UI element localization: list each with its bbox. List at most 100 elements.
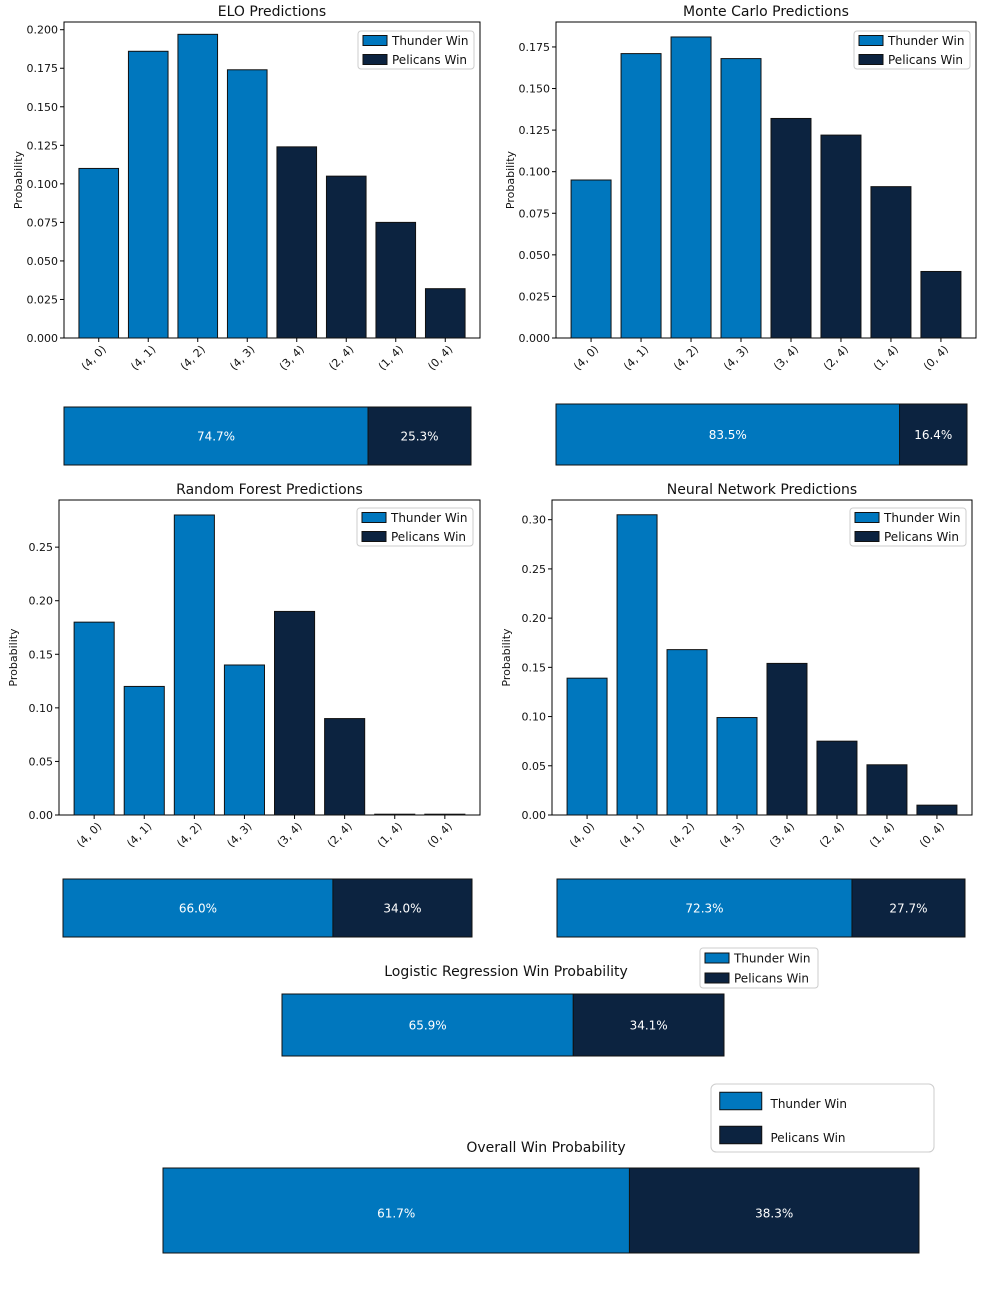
- y-tick-label: 0.025: [519, 290, 551, 303]
- x-tick-label: (4, 0): [567, 820, 597, 850]
- legend-swatch-pelicans: [361, 531, 387, 542]
- bar-42: [670, 36, 712, 339]
- y-tick-label: 0.000: [519, 332, 551, 345]
- segment-label-pelicans: 27.7%: [889, 901, 927, 915]
- bar-43: [720, 58, 762, 339]
- x-tick-label: (1, 4): [867, 820, 897, 850]
- segment-label-thunder: 61.7%: [377, 1206, 415, 1220]
- y-tick-label: 0.075: [519, 207, 551, 220]
- x-tick-label: (2, 4): [821, 343, 851, 373]
- x-tick-label: (3, 4): [277, 343, 307, 373]
- win-bar-7: 72.3% 27.7%: [556, 878, 966, 938]
- y-tick-label: 0.075: [27, 216, 59, 229]
- y-tick-label: 0.150: [519, 83, 551, 96]
- segment-label-pelicans: 16.4%: [914, 428, 952, 442]
- bar-40: [78, 167, 120, 339]
- segment-pelicans: [367, 406, 472, 466]
- x-tick-label: (4, 3): [721, 343, 751, 373]
- y-tick-label: 0.25: [522, 563, 547, 576]
- segment-label-thunder: 74.7%: [197, 429, 235, 443]
- chart-title: Neural Network Predictions: [667, 482, 857, 498]
- legend-swatch-thunder: [362, 35, 388, 46]
- overall-title: Overall Win Probability: [466, 1140, 625, 1156]
- bar-34: [770, 117, 812, 339]
- y-tick-label: 0.20: [29, 595, 54, 608]
- bar-14: [866, 764, 908, 816]
- legend-label-thunder: Thunder Win: [883, 511, 960, 525]
- plot-frame: [63, 21, 481, 339]
- x-tick-label: (3, 4): [275, 820, 305, 850]
- x-tick-label: (4, 3): [224, 820, 254, 850]
- chart-8-legend: Thunder Win Pelicans Win: [699, 947, 819, 989]
- y-tick-label: 0.175: [27, 62, 59, 75]
- bar-40: [73, 621, 115, 816]
- x-tick-label: (4, 2): [178, 343, 208, 373]
- legend-swatch-pelicans: [704, 972, 730, 984]
- x-tick-label: (4, 3): [717, 820, 747, 850]
- bar-34: [766, 662, 808, 816]
- bar-14: [870, 186, 912, 339]
- x-tick-label: (4, 3): [227, 343, 257, 373]
- x-tick-label: (4, 2): [671, 343, 701, 373]
- win-bar-5: 83.5% 16.4%: [555, 403, 968, 466]
- bar-04: [920, 270, 962, 339]
- y-tick-label: 0.30: [522, 514, 547, 527]
- x-tick-label: (4, 0): [571, 343, 601, 373]
- bar-41: [127, 50, 169, 339]
- y-tick-label: 0.175: [519, 41, 551, 54]
- chart-0: ELO Predictions Probability 0.000 0.025 0.05…: [12, 4, 481, 373]
- y-tick-label: 0.125: [519, 124, 551, 137]
- chart-title: Random Forest Predictions: [176, 482, 363, 498]
- legend-label-pelicans: Pelicans Win: [734, 971, 809, 985]
- y-axis-label: Probability: [504, 150, 517, 209]
- y-tick-label: 0.05: [522, 760, 547, 773]
- bar-34: [274, 610, 316, 816]
- logistic-regression-title: Logistic Regression Win Probability: [384, 964, 628, 980]
- x-tick-label: (2, 4): [817, 820, 847, 850]
- legend-label-thunder: Thunder Win: [770, 1097, 847, 1111]
- x-tick-label: (1, 4): [376, 343, 406, 373]
- segment-pelicans: [851, 878, 966, 938]
- chart-3: Neural Network Predictions Probability 0.0…: [500, 482, 973, 850]
- segment-label-thunder: 66.0%: [179, 901, 217, 915]
- legend-label-pelicans: Pelicans Win: [771, 1131, 846, 1145]
- x-tick-label: (0, 4): [917, 820, 947, 850]
- x-tick-label: (4, 1): [617, 820, 647, 850]
- x-tick-label: (1, 4): [871, 343, 901, 373]
- plot-frame: [58, 499, 481, 816]
- chart-9-legend: Thunder Win Pelicans Win: [710, 1083, 935, 1153]
- x-tick-label: (0, 4): [921, 343, 951, 373]
- y-tick-label: 0.100: [27, 178, 59, 191]
- bar-42: [173, 514, 215, 816]
- y-axis-label: Probability: [500, 628, 513, 687]
- chart-2-legend: Thunder Win Pelicans Win: [356, 507, 474, 547]
- y-tick-label: 0.025: [27, 293, 59, 306]
- legend-label-thunder: Thunder Win: [887, 34, 964, 48]
- segment-pelicans: [628, 1167, 920, 1254]
- bar-14: [374, 813, 416, 816]
- legend-swatch-thunder: [854, 512, 880, 523]
- legend-label-thunder: Thunder Win: [391, 34, 468, 48]
- bar-04: [916, 804, 958, 816]
- legend-label-thunder: Thunder Win: [733, 951, 810, 965]
- segment-label-thunder: 72.3%: [685, 901, 723, 915]
- y-tick-label: 0.15: [522, 661, 547, 674]
- legend-label-pelicans: Pelicans Win: [888, 53, 963, 67]
- chart-1: Monte Carlo Predictions Probability 0.000 0…: [504, 4, 977, 373]
- plot-frame: [551, 499, 973, 816]
- x-tick-label: (4, 1): [621, 343, 651, 373]
- y-tick-label: 0.10: [522, 711, 547, 724]
- x-tick-label: (2, 4): [325, 820, 355, 850]
- win-bar-6: 66.0% 34.0%: [62, 878, 473, 938]
- y-tick-label: 0.00: [522, 809, 547, 822]
- legend-label-pelicans: Pelicans Win: [391, 530, 466, 544]
- x-tick-label: (4, 1): [124, 820, 154, 850]
- bar-40: [566, 677, 608, 816]
- segment-label-pelicans: 25.3%: [400, 429, 438, 443]
- bar-24: [820, 134, 862, 339]
- bar-24: [324, 718, 366, 816]
- legend-swatch-pelicans: [719, 1125, 763, 1145]
- bar-24: [325, 175, 367, 339]
- chart-title: Monte Carlo Predictions: [683, 4, 849, 20]
